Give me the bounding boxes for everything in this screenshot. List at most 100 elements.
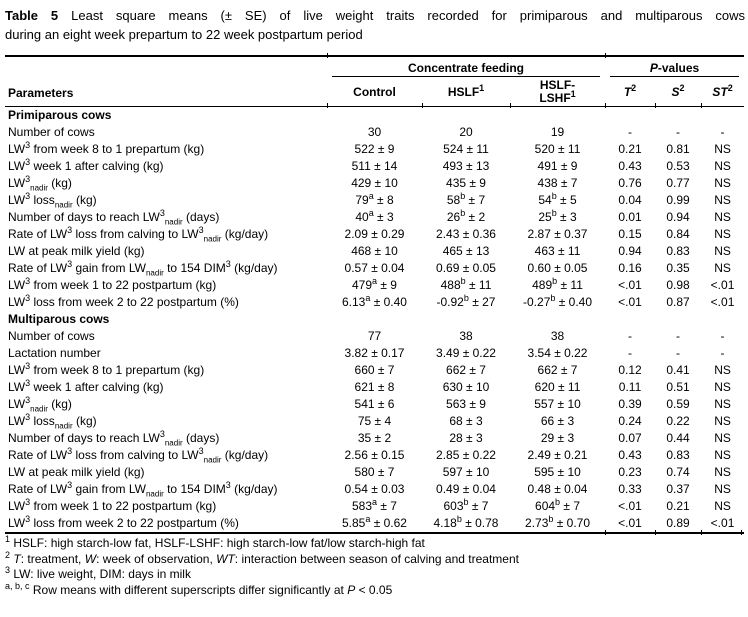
footnote-2: 2 T: treatment, W: week of observation, … bbox=[5, 549, 745, 568]
row-parameter: LW3 lossnadir (kg) bbox=[8, 413, 97, 430]
cell-value: 75 ± 4 bbox=[357, 414, 392, 428]
cell-value: 630 ± 10 bbox=[442, 380, 490, 394]
cell-value: 0.16 bbox=[618, 261, 642, 275]
caption-line-1: Table 5 Least square means (± SE) of liv… bbox=[5, 6, 745, 25]
cell-value: 0.81 bbox=[666, 142, 690, 156]
cell-value: 0.12 bbox=[618, 363, 642, 377]
footnote-1-text: HSLF: high starch-low fat, HSLF-LSHF: hi… bbox=[13, 536, 425, 550]
cell-value: 479a ± 9 bbox=[352, 277, 397, 292]
footnote-abc-marker: a, b, c bbox=[5, 580, 30, 591]
cell-value: 2.87 ± 0.37 bbox=[527, 227, 588, 241]
cell-value: NS bbox=[714, 210, 731, 224]
cell-value: 595 ± 10 bbox=[534, 465, 581, 479]
cell-value: 0.49 ± 0.04 bbox=[436, 482, 496, 496]
cell-value: 438 ± 7 bbox=[537, 176, 578, 190]
cell-value: 0.43 bbox=[618, 159, 642, 173]
group-concentrate-feeding: Concentrate feeding bbox=[327, 56, 605, 78]
table-row: Number of days to reach LW3nadir (days) 4… bbox=[5, 209, 744, 226]
cell-value: NS bbox=[714, 448, 731, 462]
rule-tick bbox=[741, 530, 742, 535]
cell-value: 28 ± 3 bbox=[449, 431, 483, 445]
table-row: LW at peak milk yield (kg) 468 ± 10 465 ± … bbox=[5, 243, 744, 260]
row-parameter: LW3nadir (kg) bbox=[8, 175, 72, 192]
cell-value: - bbox=[676, 125, 681, 139]
footnote-abc: a, b, c Row means with different supersc… bbox=[5, 580, 745, 599]
cell-value: 580 ± 7 bbox=[354, 465, 395, 479]
cell-value: 0.48 ± 0.04 bbox=[527, 482, 588, 496]
group-concentrate-feeding-label: Concentrate feeding bbox=[332, 59, 601, 77]
cell-value: 468 ± 10 bbox=[351, 244, 398, 258]
cell-value: 0.01 bbox=[618, 210, 642, 224]
cell-value: NS bbox=[714, 142, 731, 156]
table-row: Rate of LW3 loss from calving to LW3nadi… bbox=[5, 226, 744, 243]
table-row: LW3 lossnadir (kg) 79a ± 8 58b ± 7 54b ± 5 0… bbox=[5, 192, 744, 209]
section-header-row: Multiparous cows bbox=[5, 311, 744, 328]
cell-value: 662 ± 7 bbox=[446, 363, 486, 377]
table-wrap: Parameters Concentrate feeding P-values … bbox=[5, 53, 745, 535]
table-row: LW3 week 1 after calving (kg) 511 ± 14 493… bbox=[5, 158, 744, 175]
cell-value: 0.94 bbox=[618, 244, 642, 258]
cell-value: 5.85a ± 0.62 bbox=[342, 515, 407, 530]
cell-value: 54b ± 5 bbox=[538, 192, 577, 207]
col-header-hslf: HSLF1 bbox=[422, 78, 510, 107]
cell-value: 0.89 bbox=[666, 516, 690, 530]
cell-value: 0.94 bbox=[666, 210, 690, 224]
group-p-values: P-values bbox=[605, 56, 744, 78]
section-label: Multiparous cows bbox=[8, 312, 110, 326]
section-header-row: Primiparous cows bbox=[5, 107, 744, 125]
rule-tick bbox=[605, 530, 606, 535]
footnote-3-text: LW: live weight, DIM: days in milk bbox=[13, 567, 191, 581]
row-parameter: Number of cows bbox=[8, 329, 95, 343]
cell-value: 0.59 bbox=[666, 397, 690, 411]
table-row: Rate of LW3 gain from LWnadir to 154 DIM… bbox=[5, 481, 744, 498]
cell-value: 520 ± 11 bbox=[534, 142, 581, 156]
cell-value: 522 ± 9 bbox=[354, 142, 395, 156]
cell-value: 0.44 bbox=[666, 431, 690, 445]
cell-value: 621 ± 8 bbox=[354, 380, 395, 394]
cell-value: 541 ± 6 bbox=[354, 397, 395, 411]
caption-line-2: during an eight week prepartum to 22 wee… bbox=[5, 27, 363, 42]
row-parameter: LW3 week 1 after calving (kg) bbox=[8, 158, 164, 173]
cell-value: 38 bbox=[550, 329, 565, 343]
cell-value: 3.49 ± 0.22 bbox=[436, 346, 496, 360]
cell-value: 2.09 ± 0.29 bbox=[344, 227, 405, 241]
section-label: Primiparous cows bbox=[8, 108, 112, 122]
cell-value: <.01 bbox=[618, 516, 642, 530]
footnotes: 1 HSLF: high starch-low fat, HSLF-LSHF: … bbox=[5, 535, 745, 599]
cell-value: 563 ± 9 bbox=[446, 397, 486, 411]
row-parameter: LW3 from week 8 to 1 prepartum (kg) bbox=[8, 362, 205, 377]
cell-value: - bbox=[676, 346, 681, 360]
row-parameter: Rate of LW3 gain from LWnadir to 154 DIM… bbox=[8, 481, 278, 498]
cell-value: - bbox=[720, 125, 725, 139]
cell-value: 557 ± 10 bbox=[534, 397, 581, 411]
rule-tick bbox=[655, 103, 656, 108]
cell-value: 604b ± 7 bbox=[535, 498, 580, 513]
row-parameter: Number of days to reach LW3nadir (days) bbox=[8, 209, 220, 226]
cell-value: 0.83 bbox=[666, 448, 690, 462]
cell-value: 0.99 bbox=[666, 193, 690, 207]
cell-value: 488b ± 11 bbox=[440, 277, 492, 292]
rule-tick bbox=[422, 103, 423, 108]
table-row: Rate of LW3 gain from LWnadir to 154 DIM… bbox=[5, 260, 744, 277]
cell-value: 0.33 bbox=[618, 482, 642, 496]
cell-value: 0.77 bbox=[666, 176, 690, 190]
group-header-row: Parameters Concentrate feeding P-values bbox=[5, 56, 744, 107]
cell-value: <.01 bbox=[618, 295, 642, 309]
rule-tick bbox=[605, 103, 606, 108]
cell-value: 40a ± 3 bbox=[355, 209, 394, 224]
row-parameter: LW3 loss from week 2 to 22 postpartum (%… bbox=[8, 515, 239, 530]
col-header-st: ST2 bbox=[701, 78, 745, 107]
row-parameter: LW3 from week 1 to 22 postpartum (kg) bbox=[8, 277, 217, 292]
cell-value: 4.18b ± 0.78 bbox=[433, 515, 499, 530]
cell-value: 0.23 bbox=[618, 465, 642, 479]
cell-value: NS bbox=[714, 431, 731, 445]
cell-value: 0.76 bbox=[618, 176, 642, 190]
cell-value: NS bbox=[714, 227, 731, 241]
table-row: LW at peak milk yield (kg) 580 ± 7 597 ± 1… bbox=[5, 464, 744, 481]
cell-value: - bbox=[628, 125, 633, 139]
footnote-2-marker: 2 bbox=[5, 549, 11, 560]
cell-value: 620 ± 11 bbox=[534, 380, 581, 394]
row-parameter: Lactation number bbox=[8, 346, 101, 360]
row-parameter: Number of days to reach LW3nadir (days) bbox=[8, 430, 220, 447]
cell-value: <.01 bbox=[710, 295, 735, 309]
